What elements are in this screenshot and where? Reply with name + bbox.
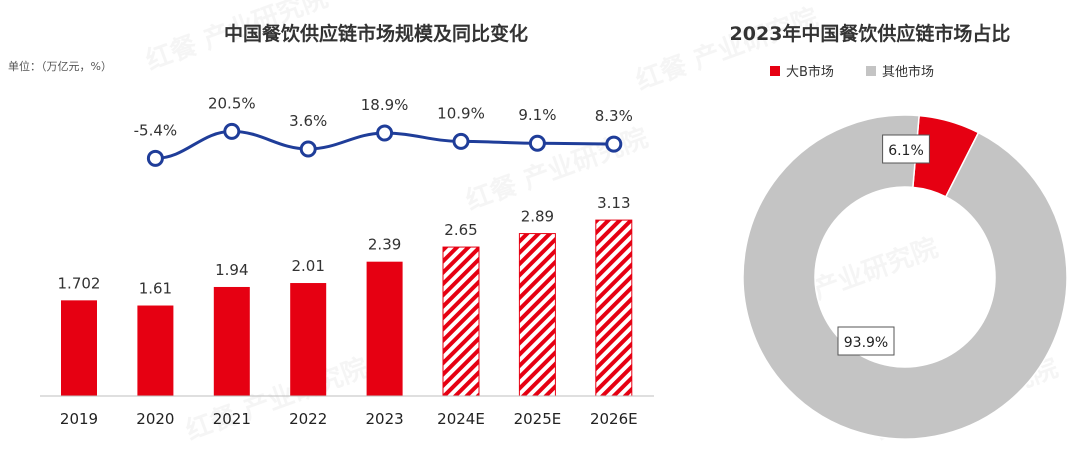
bar-value-label-2021: 1.94 [215,261,248,279]
bar-value-label-2020: 1.61 [139,280,172,298]
bar-2019 [61,300,97,396]
pie-legend: 大B市场 其他市场 [770,64,934,80]
growth-point-2024E [452,132,470,150]
growth-point-2026E [605,135,623,153]
growth-label-2024E: 10.9% [437,104,485,122]
x-tick-2021: 2021 [213,410,251,428]
legend-swatch-1 [866,66,876,76]
pie-chart-title: 2023年中国餐饮供应链市场占比 [730,22,1011,45]
unit-note: 单位：（万亿元，%） [8,59,112,73]
x-tick-2024E: 2024E [437,410,485,428]
bar-value-label-2026E: 3.13 [597,194,630,212]
growth-point-2021 [223,122,241,140]
legend-swatch-0 [770,66,780,76]
growth-label-2021: 20.5% [208,94,256,112]
x-tick-2026E: 2026E [590,410,638,428]
growth-label-2026E: 8.3% [595,107,633,125]
x-tick-2020: 2020 [136,410,174,428]
x-axis-ticks: 2019 2020 2021 2022 2023 2024E 2025E 2026E [60,410,638,428]
bar-value-label-2023: 2.39 [368,236,401,254]
donut-slice-1 [742,114,1068,440]
x-tick-2023: 2023 [366,410,404,428]
bar-value-label-2022: 2.01 [291,257,324,275]
growth-point-2025E [528,134,546,152]
growth-line-series: -5.4% 20.5% 3.6% 18.9% 10.9% 9.1% 8.3% [134,94,633,167]
bar-2023 [366,261,403,396]
bar-value-label-2024E: 2.65 [444,221,477,239]
donut-label-box-0 [882,134,930,164]
legend-label-0: 大B市场 [786,64,834,80]
bar-2020 [137,305,174,396]
bar-series: 1.702 1.61 1.94 2.01 2.39 2.65 2.89 3.13 [58,194,633,397]
growth-label-2023: 18.9% [361,96,409,114]
bar-2021 [213,286,250,396]
bar-value-label-2019: 1.702 [58,274,101,292]
growth-label-2020: -5.4% [134,121,178,139]
legend-label-1: 其他市场 [882,64,934,80]
bar-value-label-2025E: 2.89 [521,208,554,226]
donut-label-box-1 [837,326,895,356]
growth-point-2023 [376,124,394,142]
x-tick-2025E: 2025E [514,410,562,428]
growth-point-2022 [299,140,317,158]
watermark-2: 红餐 产业研究院 [182,352,372,446]
bar-2025E [518,233,556,397]
growth-point-2020 [146,149,164,167]
watermark-3: 红餐 产业研究院 [632,2,822,96]
growth-label-2022: 3.6% [289,112,327,130]
x-tick-2019: 2019 [60,410,98,428]
bar-2022 [290,283,327,396]
bar-chart-title: 中国餐饮供应链市场规模及同比变化 [224,22,528,45]
growth-label-2025E: 9.1% [518,106,556,124]
bar-2024E [442,246,480,397]
bar-2026E [595,219,633,397]
donut-label-0: 6.1% [888,143,924,159]
x-tick-2022: 2022 [289,410,327,428]
donut-chart: 6.1% 93.9% [742,114,1068,440]
donut-label-1: 93.9% [844,335,888,351]
